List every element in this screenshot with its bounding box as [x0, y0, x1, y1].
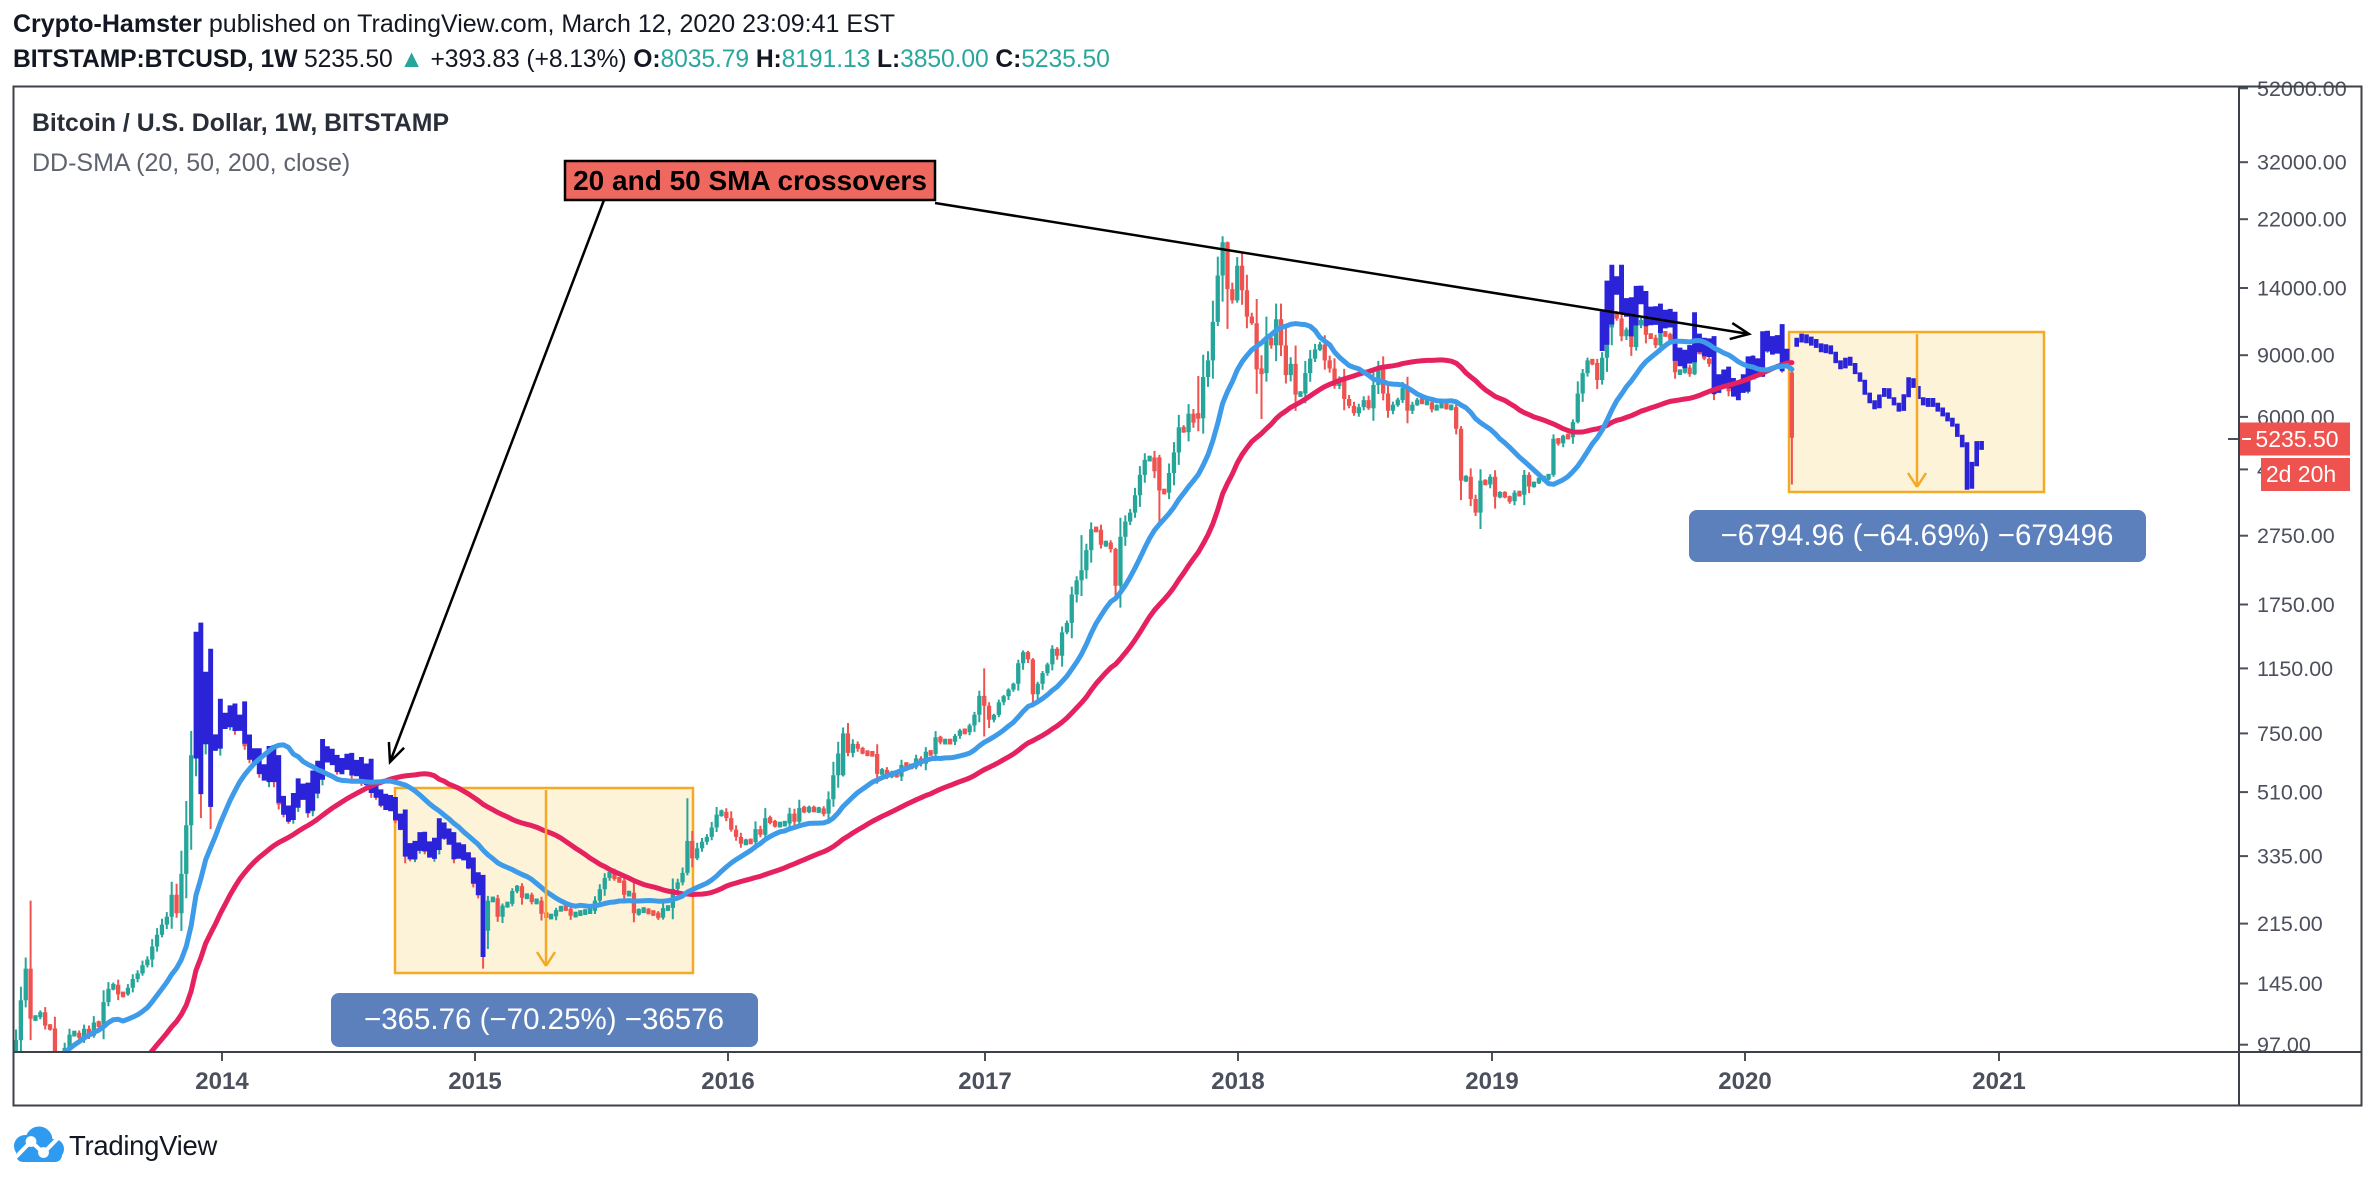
svg-text:1150.00: 1150.00	[2257, 657, 2333, 681]
svg-text:20 and 50 SMA crossovers: 20 and 50 SMA crossovers	[573, 165, 927, 196]
svg-text:2017: 2017	[958, 1068, 1011, 1095]
svg-text:97.00: 97.00	[2257, 1033, 2311, 1057]
svg-text:2016: 2016	[701, 1068, 754, 1095]
svg-text:2018: 2018	[1211, 1068, 1264, 1095]
svg-text:145.00: 145.00	[2257, 972, 2323, 996]
svg-text:BITSTAMP:BTCUSD, 1W 5235.50 ▲: BITSTAMP:BTCUSD, 1W 5235.50 ▲ +393.83 (+…	[13, 46, 1110, 73]
svg-text:Crypto-Hamster published on Tr: Crypto-Hamster published on TradingView.…	[13, 10, 895, 38]
svg-text:2019: 2019	[1465, 1068, 1518, 1095]
svg-text:52000.00: 52000.00	[2257, 77, 2347, 101]
svg-text:5235.50: 5235.50	[2255, 426, 2338, 452]
svg-text:9000.00: 9000.00	[2257, 344, 2335, 368]
svg-text:2015: 2015	[448, 1068, 501, 1095]
svg-text:2750.00: 2750.00	[2257, 524, 2335, 548]
svg-text:−6794.96 (−64.69%) −679496: −6794.96 (−64.69%) −679496	[1721, 519, 2114, 552]
svg-text:Bitcoin / U.S. Dollar, 1W, BIT: Bitcoin / U.S. Dollar, 1W, BITSTAMP	[32, 110, 449, 137]
svg-text:215.00: 215.00	[2257, 912, 2323, 936]
svg-text:−365.76 (−70.25%) −36576: −365.76 (−70.25%) −36576	[364, 1003, 724, 1036]
svg-text:14000.00: 14000.00	[2257, 277, 2347, 301]
svg-text:2021: 2021	[1972, 1068, 2025, 1095]
svg-text:DD-SMA (20, 50, 200, close): DD-SMA (20, 50, 200, close)	[32, 149, 350, 177]
svg-text:1750.00: 1750.00	[2257, 593, 2335, 617]
svg-text:22000.00: 22000.00	[2257, 208, 2347, 232]
svg-text:2d 20h: 2d 20h	[2266, 461, 2336, 487]
svg-text:TradingView: TradingView	[69, 1130, 217, 1161]
svg-text:2020: 2020	[1718, 1068, 1771, 1095]
svg-text:2014: 2014	[195, 1068, 249, 1095]
svg-text:750.00: 750.00	[2257, 722, 2323, 746]
svg-text:510.00: 510.00	[2257, 781, 2323, 805]
svg-text:32000.00: 32000.00	[2257, 151, 2347, 175]
svg-text:335.00: 335.00	[2257, 845, 2323, 869]
